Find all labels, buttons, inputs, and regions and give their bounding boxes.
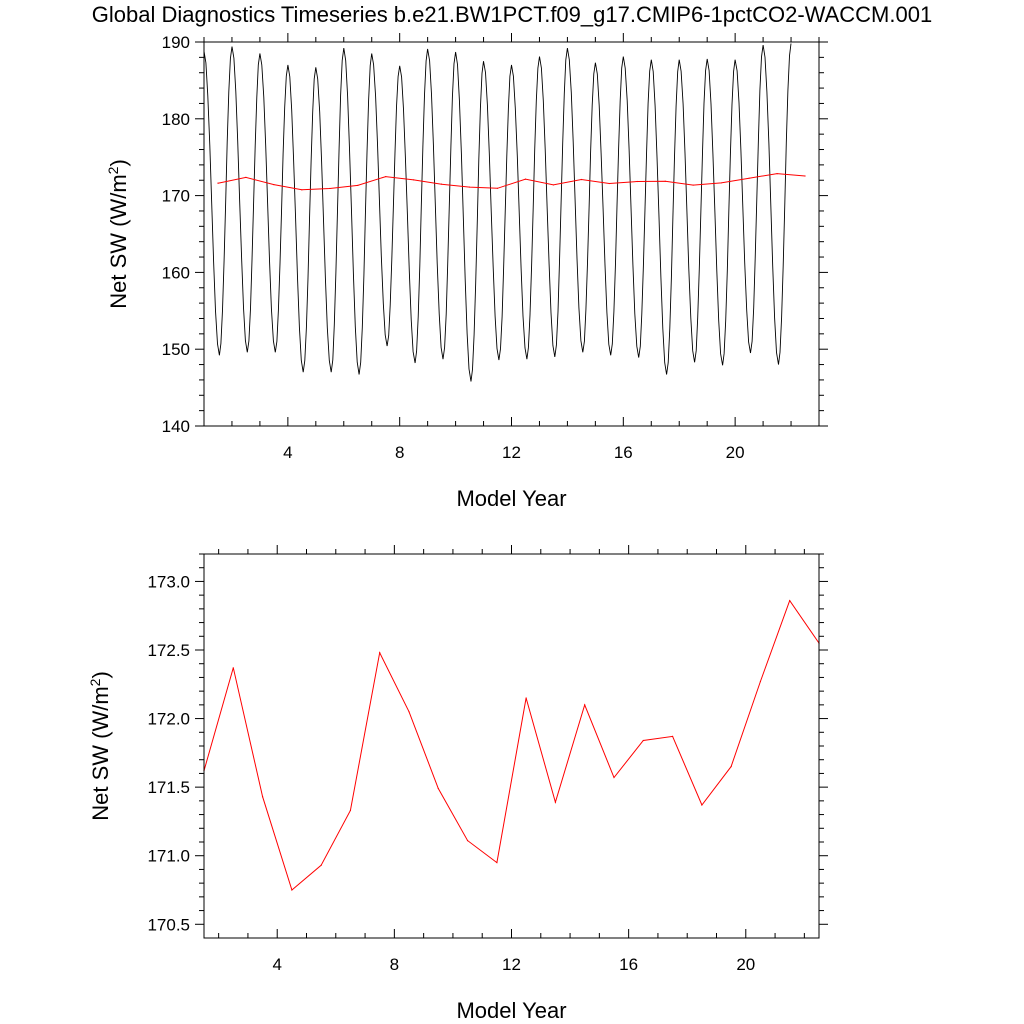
panel-1-annual-point	[552, 184, 555, 186]
panel-1-y-tick-label: 180	[162, 110, 190, 129]
panel-2-x-tick-label: 20	[736, 955, 755, 974]
panel-1-y-tick-label: 150	[162, 340, 190, 359]
panel-2-annual-point	[466, 840, 469, 842]
panel-2-x-axis-title: Model Year	[456, 998, 566, 1023]
panel-2-x-tick-label: 8	[390, 955, 399, 974]
panel-2-annual-point	[671, 735, 674, 738]
panel-2-annual-point	[349, 809, 352, 812]
panel-1-x-tick-label: 20	[726, 443, 745, 462]
panel-1-annual-point	[720, 182, 722, 184]
panel-2-plot-frame	[203, 553, 820, 939]
panel-1-y-axis-title: Net SW (W/m2)	[105, 159, 131, 309]
panel-1-annual-point	[496, 187, 499, 189]
panel-1-annual-point	[636, 180, 638, 183]
panel-1-annual-point	[441, 183, 443, 185]
panel-1-annual-point	[357, 184, 359, 186]
panel-2-annual-point	[554, 801, 557, 803]
panel-1-x-axis-title: Model Year	[456, 486, 566, 511]
panel-2-annual-series-line	[203, 599, 820, 891]
page-title: Global Diagnostics Timeseries b.e21.BW1P…	[91, 2, 933, 27]
panel-1-annual-point	[301, 189, 303, 191]
panel-1-y-tick-label: 140	[162, 417, 190, 436]
panel-1-annual-point	[217, 182, 219, 184]
panel-1-annual-point	[468, 186, 471, 188]
panel-2-y-tick-label: 172.5	[147, 641, 190, 660]
panel-2-x-tick-label: 12	[502, 955, 521, 974]
panel-2-annual-point	[496, 861, 498, 864]
panel-2-annual-point	[613, 776, 615, 779]
panel-1-annual-point	[748, 177, 750, 179]
panel-2-annual-point	[584, 704, 586, 706]
panel-1-annual-series-line	[217, 173, 806, 191]
panel-2-y-tick-label: 170.5	[147, 915, 190, 934]
panel-1-y-tick-label: 190	[162, 33, 190, 52]
panel-2-annual-point	[525, 697, 527, 699]
panel-2-annual-point	[759, 680, 762, 683]
panel-2-y-tick-label: 172.0	[147, 710, 190, 729]
panel-2-annual-point	[379, 652, 381, 654]
panel-2-y-axis-title: Net SW (W/m2)	[87, 671, 113, 821]
panel-2-y-tick-label: 171.5	[147, 778, 190, 797]
panel-1-annual-point	[692, 184, 694, 186]
panel-1-annual-point	[413, 179, 415, 181]
panel-1-annual-point	[804, 175, 806, 177]
panel-1-annual-point	[664, 180, 666, 182]
panel-1-annual-point	[524, 178, 527, 180]
panel-2-y-tick-label: 171.0	[147, 847, 190, 866]
panel-2-y-tick-label: 173.0	[147, 572, 190, 591]
panel-1-monthly-series-line	[203, 43, 792, 382]
panel-1-annual-point	[385, 175, 387, 178]
panel-1-x-tick-label: 8	[395, 443, 404, 462]
panel-1-x-tick-label: 4	[283, 443, 292, 462]
panel-1-annual-point	[580, 178, 582, 181]
panel-2-annual-point	[789, 600, 791, 602]
panel-2-annual-point	[408, 711, 410, 713]
panel-2-annual-point	[232, 667, 234, 669]
panel-2-annual-point	[261, 796, 264, 798]
panel-2-annual-point	[701, 804, 703, 806]
panel-2-x-tick-label: 4	[272, 955, 281, 974]
panel-2-annual-point	[730, 765, 732, 768]
panel-2-annual-point	[437, 787, 439, 790]
panel-1-annual-point	[608, 182, 610, 185]
panel-1-annual-point	[329, 187, 331, 190]
panel-2-annual-point	[320, 864, 322, 866]
panel-1-x-tick-label: 12	[502, 443, 521, 462]
panel-1-annual-point	[245, 176, 247, 178]
panel-1-y-tick-label: 160	[162, 263, 190, 282]
panel-1-annual-point	[273, 184, 275, 186]
panel-2-annual-point	[642, 739, 644, 742]
panel-2-annual-point	[291, 889, 293, 891]
panel-2-x-tick-label: 16	[619, 955, 638, 974]
panel-1-annual-point	[776, 173, 778, 175]
panel-1-x-tick-label: 16	[614, 443, 633, 462]
panel-1-y-tick-label: 170	[162, 187, 190, 206]
